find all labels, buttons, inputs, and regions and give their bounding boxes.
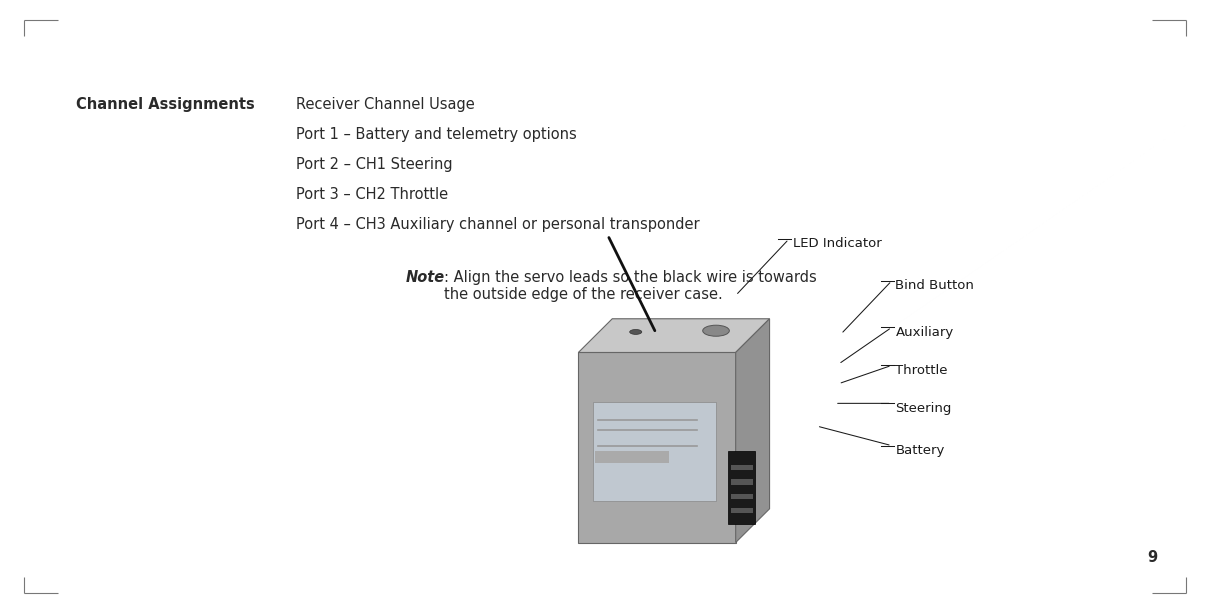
Bar	[731, 465, 753, 470]
Bar	[731, 479, 753, 484]
Text: Port 3 – CH2 Throttle: Port 3 – CH2 Throttle	[296, 187, 449, 202]
Text: Note: Note	[405, 270, 444, 284]
Text: Port 1 – Battery and telemetry options: Port 1 – Battery and telemetry options	[296, 127, 577, 142]
Text: Steering: Steering	[895, 402, 952, 415]
Bar	[731, 508, 753, 514]
Bar	[595, 451, 669, 463]
Ellipse shape	[629, 329, 641, 335]
Text: Port 2 – CH1 Steering: Port 2 – CH1 Steering	[296, 157, 453, 172]
Ellipse shape	[703, 325, 730, 336]
Text: Bind Button: Bind Button	[895, 279, 974, 292]
Text: 9: 9	[1147, 550, 1157, 565]
Text: Auxiliary: Auxiliary	[895, 326, 953, 339]
Text: Port 4 – CH3 Auxiliary channel or personal transponder: Port 4 – CH3 Auxiliary channel or person…	[296, 217, 701, 232]
Polygon shape	[736, 319, 770, 543]
Bar	[728, 451, 755, 524]
Bar	[731, 494, 753, 499]
Text: : Align the servo leads so the black wire is towards
the outside edge of the rec: : Align the servo leads so the black wir…	[444, 270, 817, 302]
Polygon shape	[578, 352, 736, 543]
Bar	[593, 402, 715, 501]
Polygon shape	[578, 319, 770, 352]
Text: Channel Assignments: Channel Assignments	[76, 97, 255, 112]
Text: Receiver Channel Usage: Receiver Channel Usage	[296, 97, 476, 112]
Text: LED Indicator: LED Indicator	[793, 237, 881, 251]
Text: Battery: Battery	[895, 444, 945, 457]
Text: Throttle: Throttle	[895, 364, 947, 377]
